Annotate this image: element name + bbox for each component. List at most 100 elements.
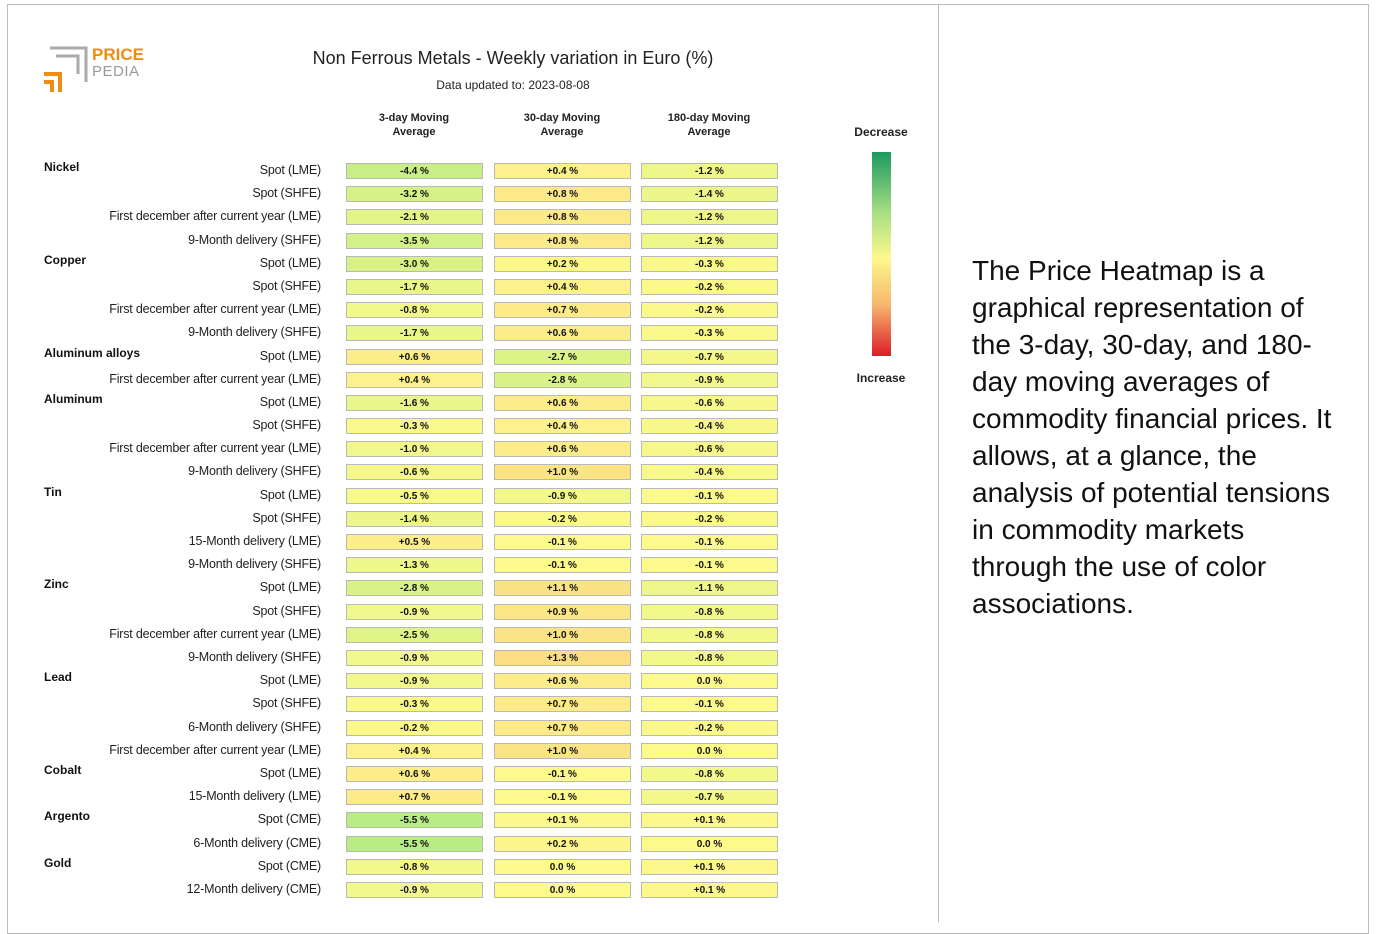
row-label: 12-Month delivery (CME) (186, 881, 322, 896)
heatmap-cell: -1.3 % (346, 557, 483, 574)
row-label: First december after current year (LME) (109, 371, 321, 386)
heatmap-cell: -2.8 % (346, 580, 483, 597)
heatmap-cell: -0.1 % (641, 534, 778, 551)
heatmap-cell: -0.1 % (641, 487, 778, 504)
heatmap-cell: +0.4 % (346, 371, 483, 388)
heatmap-cell: -0.3 % (346, 696, 483, 713)
heatmap-cell: +0.1 % (641, 858, 778, 875)
heatmap-cell: +0.2 % (494, 835, 631, 852)
row-label: 9-Month delivery (SHFE) (188, 325, 321, 340)
heatmap-cell: -1.4 % (346, 510, 483, 527)
group-name: Gold (44, 855, 72, 870)
heatmap-cell: -0.6 % (346, 464, 483, 481)
title: Non Ferrous Metals - Weekly variation in… (312, 48, 714, 68)
heatmap-cell: +1.0 % (494, 742, 631, 759)
heatmap-cell: +0.6 % (494, 441, 631, 458)
heatmap-cell: -0.2 % (641, 302, 778, 319)
heatmap-cell: -0.7 % (641, 348, 778, 365)
row-label: First december after current year (LME) (109, 626, 321, 641)
heatmap-cell: -0.5 % (346, 487, 483, 504)
row-label: 6-Month delivery (SHFE) (188, 719, 321, 734)
heatmap-cell: -0.2 % (641, 719, 778, 736)
heatmap-cell: -0.2 % (494, 510, 631, 527)
heatmap-cell: -0.4 % (641, 464, 778, 481)
row-label: 9-Month delivery (SHFE) (188, 649, 321, 664)
heatmap-cell: +0.8 % (494, 209, 631, 226)
heatmap-cell: -0.3 % (346, 418, 483, 435)
column-header: 180-day Moving Average (667, 112, 751, 138)
group-name: Aluminum (44, 391, 103, 406)
description: The Price Heatmap is a graphical represe… (972, 255, 1332, 619)
heatmap-cell: -0.3 % (641, 255, 778, 272)
heatmap-cell: +0.7 % (494, 302, 631, 319)
heatmap-cell: -1.7 % (346, 278, 483, 295)
heatmap-cell: +0.4 % (494, 163, 631, 179)
row-label: Spot (CME) (257, 858, 321, 873)
group-name: Argento (44, 809, 90, 824)
logo-text: PEDIA (92, 63, 140, 80)
row-label: Spot (SHFE) (252, 696, 321, 711)
group-name: Copper (44, 252, 86, 267)
heatmap-cell: -2.7 % (494, 348, 631, 365)
heatmap-cell: -1.6 % (346, 394, 483, 411)
heatmap-cell: -1.0 % (346, 441, 483, 458)
heatmap-cell: +0.7 % (494, 696, 631, 713)
heatmap-cell: 0.0 % (494, 881, 631, 898)
heatmap-cell: 0.0 % (641, 835, 778, 852)
heatmap-cell: -1.2 % (641, 209, 778, 226)
heatmap-cell: +1.1 % (494, 580, 631, 597)
heatmap-cell: -0.9 % (346, 649, 483, 666)
row-label: Spot (SHFE) (252, 278, 321, 293)
heatmap-cell: -0.1 % (494, 789, 631, 806)
row-label: Spot (CME) (257, 812, 321, 827)
legend-label: Decrease (854, 125, 908, 139)
heatmap-cell: +0.1 % (494, 812, 631, 829)
legend-gradient (872, 152, 891, 356)
heatmap-cell: -0.3 % (641, 325, 778, 342)
heatmap-cell: -1.2 % (641, 163, 778, 179)
heatmap-cell: -0.6 % (641, 394, 778, 411)
group-name: Nickel (44, 160, 80, 174)
row-label: Spot (LME) (259, 580, 321, 595)
heatmap-cell: -0.7 % (641, 789, 778, 806)
group-name: Cobalt (44, 762, 82, 777)
row-label: Spot (LME) (259, 163, 321, 177)
row-label: Spot (SHFE) (252, 186, 321, 201)
heatmap-cell: +0.4 % (494, 278, 631, 295)
heatmap-cell: -2.5 % (346, 626, 483, 643)
logo-text: PRICE (92, 45, 144, 64)
row-label: Spot (LME) (259, 765, 321, 780)
heatmap-cell: +0.7 % (494, 719, 631, 736)
heatmap-cell: 0.0 % (641, 673, 778, 690)
heatmap-cell: -0.1 % (494, 765, 631, 782)
heatmap-cell: -0.9 % (494, 487, 631, 504)
legend-label: Increase (856, 371, 906, 385)
heatmap-cell: -0.9 % (346, 673, 483, 690)
heatmap-cell: +0.6 % (494, 673, 631, 690)
row-label: Spot (SHFE) (252, 418, 321, 433)
logo-icon (44, 46, 88, 92)
heatmap-cell: -3.2 % (346, 186, 483, 203)
heatmap-cell: +0.8 % (494, 186, 631, 203)
heatmap-cell: -3.0 % (346, 255, 483, 272)
heatmap-cell: +1.3 % (494, 649, 631, 666)
heatmap-cell: +0.9 % (494, 603, 631, 620)
heatmap-cell: +0.4 % (494, 418, 631, 435)
heatmap-cell: -1.7 % (346, 325, 483, 342)
heatmap-cell: +0.5 % (346, 534, 483, 551)
divider (938, 4, 939, 922)
heatmap-cell: -3.5 % (346, 232, 483, 249)
heatmap-cell: -0.8 % (641, 626, 778, 643)
group-name: Zinc (44, 577, 69, 592)
row-label: Spot (LME) (259, 487, 321, 502)
heatmap-cell: -0.9 % (641, 371, 778, 388)
heatmap-cell: -0.8 % (346, 858, 483, 875)
heatmap-cell: +0.2 % (494, 255, 631, 272)
row-label: First december after current year (LME) (109, 742, 321, 757)
heatmap-cell: -0.1 % (494, 557, 631, 574)
row-label: Spot (LME) (259, 673, 321, 688)
heatmap-cell: -4.4 % (346, 163, 483, 179)
heatmap-cell: -2.8 % (494, 371, 631, 388)
row-label: Spot (SHFE) (252, 603, 321, 618)
heatmap-cell: +0.6 % (346, 348, 483, 365)
